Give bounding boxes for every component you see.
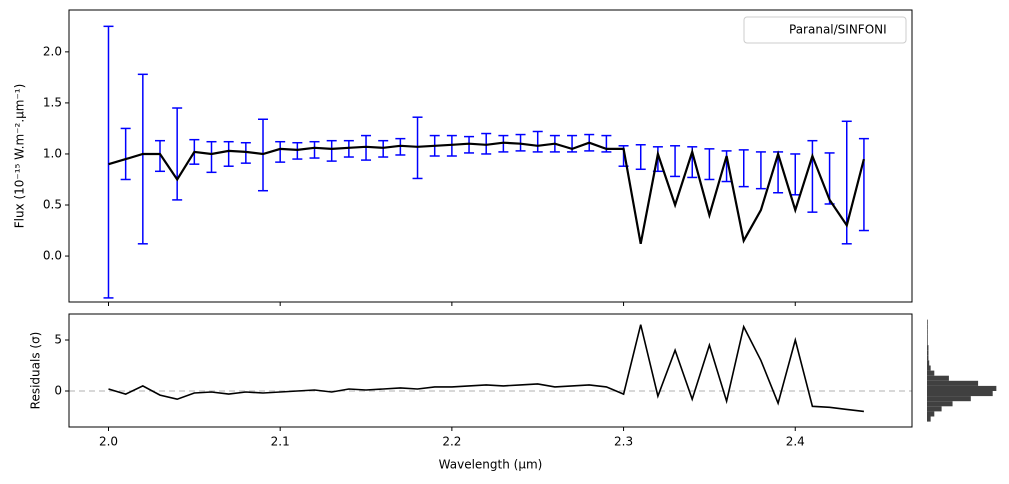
y-tick-label: 1.5 — [43, 95, 62, 109]
hist-bar — [927, 365, 931, 371]
legend-box — [743, 16, 907, 44]
hist-bar — [927, 385, 997, 391]
hist-bar — [927, 360, 930, 366]
y-tick-label: 1.0 — [43, 146, 62, 160]
error-bar — [154, 139, 165, 173]
hist-bar — [927, 375, 949, 381]
axes-frame — [68, 9, 913, 303]
line — [108, 141, 865, 245]
hist-bar — [927, 334, 928, 341]
hist-bar — [927, 390, 993, 397]
hist-bar — [927, 355, 929, 361]
hist-bar — [927, 329, 928, 335]
hist-bar — [927, 370, 935, 376]
hist-bar — [927, 324, 928, 330]
error-bar — [704, 148, 715, 181]
error-bar — [120, 127, 131, 181]
hist-bar — [927, 345, 929, 351]
error-bar — [103, 25, 114, 299]
y-tick-label: 0.0 — [43, 249, 62, 263]
x-tick-label: 2.4 — [786, 435, 805, 449]
hist-bar — [927, 411, 935, 417]
x-axis-label: Wavelength (μm) — [439, 458, 543, 472]
error-bar — [223, 140, 234, 167]
error-bar — [807, 139, 818, 213]
plot-area — [103, 25, 869, 299]
error-bar — [172, 107, 183, 201]
hist-bar — [927, 396, 971, 402]
x-tick-label: 2.0 — [99, 435, 118, 449]
error-bar — [206, 140, 217, 174]
y-tick-label: 2.0 — [43, 44, 62, 58]
hist-bar — [927, 380, 979, 386]
error-bar — [635, 144, 646, 171]
hist-bar — [927, 416, 931, 422]
error-bar — [755, 151, 766, 190]
y-tick-label: 5 — [54, 333, 62, 347]
error-bar — [858, 137, 869, 232]
axes-frame — [68, 313, 913, 428]
error-bar — [824, 152, 835, 205]
plot-area — [69, 324, 912, 413]
error-bar — [773, 151, 784, 194]
y-tick-label: 0.5 — [43, 198, 62, 212]
y-tick-label: 0 — [54, 383, 62, 397]
legend-label: Paranal/SINFONI — [789, 23, 887, 37]
y-axis-label: Residuals (σ) — [29, 332, 43, 410]
error-bar — [790, 153, 801, 196]
hist-bar — [927, 340, 928, 346]
error-bar — [137, 73, 148, 245]
hist-bar — [927, 401, 953, 407]
x-tick-label: 2.3 — [614, 435, 633, 449]
error-bar — [532, 130, 543, 153]
error-bar — [309, 140, 320, 159]
hist-bar — [927, 319, 928, 325]
x-tick-label: 2.1 — [271, 435, 290, 449]
x-tick-label: 2.2 — [442, 435, 461, 449]
error-bar — [738, 149, 749, 188]
error-bar — [275, 140, 286, 163]
y-axis-label: Flux (10⁻¹⁵ W.m⁻².μm⁻¹) — [13, 84, 27, 229]
hist-bar — [927, 406, 942, 412]
error-bar — [670, 145, 681, 178]
line — [108, 324, 864, 413]
hist-bar — [927, 350, 929, 356]
error-bar — [326, 139, 337, 162]
